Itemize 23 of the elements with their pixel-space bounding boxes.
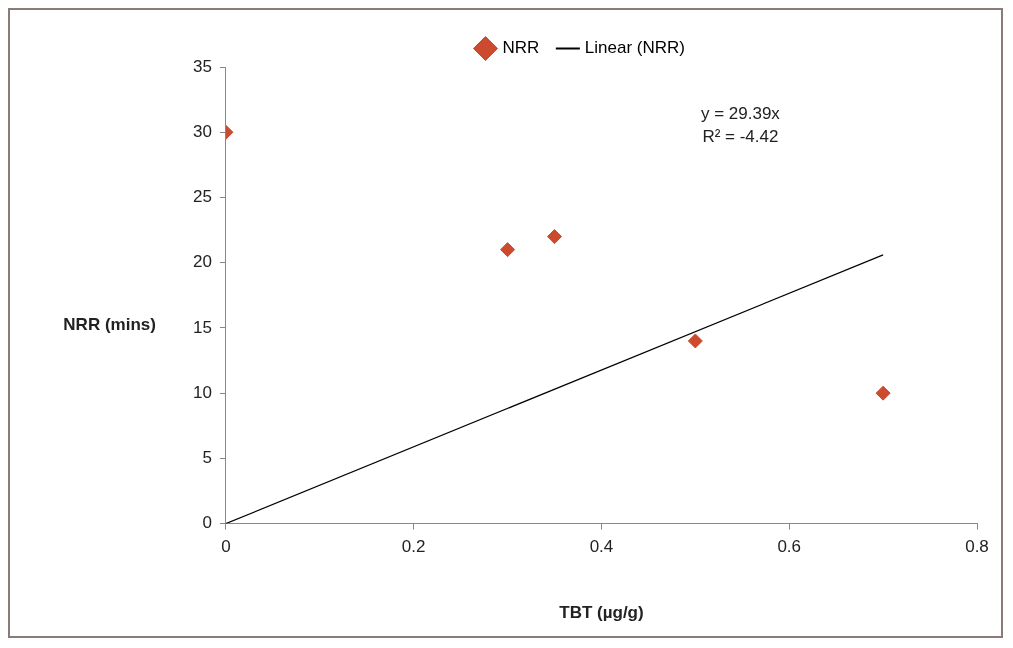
x-tick-label: 0 [221, 537, 231, 557]
point [500, 242, 516, 258]
x-axis-title: TBT (µg/g) [559, 603, 644, 623]
y-tick-label: 15 [192, 317, 212, 337]
x-tick-label: 0.2 [401, 537, 426, 557]
y-axis-title: NRR (mins) [63, 314, 156, 334]
y-tick-label: 30 [192, 121, 212, 141]
y-tick-label: 25 [192, 187, 212, 207]
y-tick-label: 5 [202, 448, 212, 468]
x-tick-label: 0.4 [589, 537, 614, 557]
y-tick-label: 10 [192, 382, 212, 402]
y-tick-label: 20 [192, 252, 212, 272]
legend-label: NRR [502, 38, 540, 58]
annotation: y = 29.39x [700, 103, 781, 123]
x-tick-label: 0.8 [965, 537, 989, 557]
point [875, 385, 891, 401]
annotation: R² = -4.42 [702, 126, 779, 146]
legend-label: Linear (NRR) [584, 38, 685, 58]
y-tick-label: 35 [192, 56, 212, 76]
y-tick-label: 0 [202, 513, 212, 533]
point [687, 333, 703, 349]
x-tick-label: 0.6 [777, 537, 802, 557]
point [547, 229, 563, 245]
